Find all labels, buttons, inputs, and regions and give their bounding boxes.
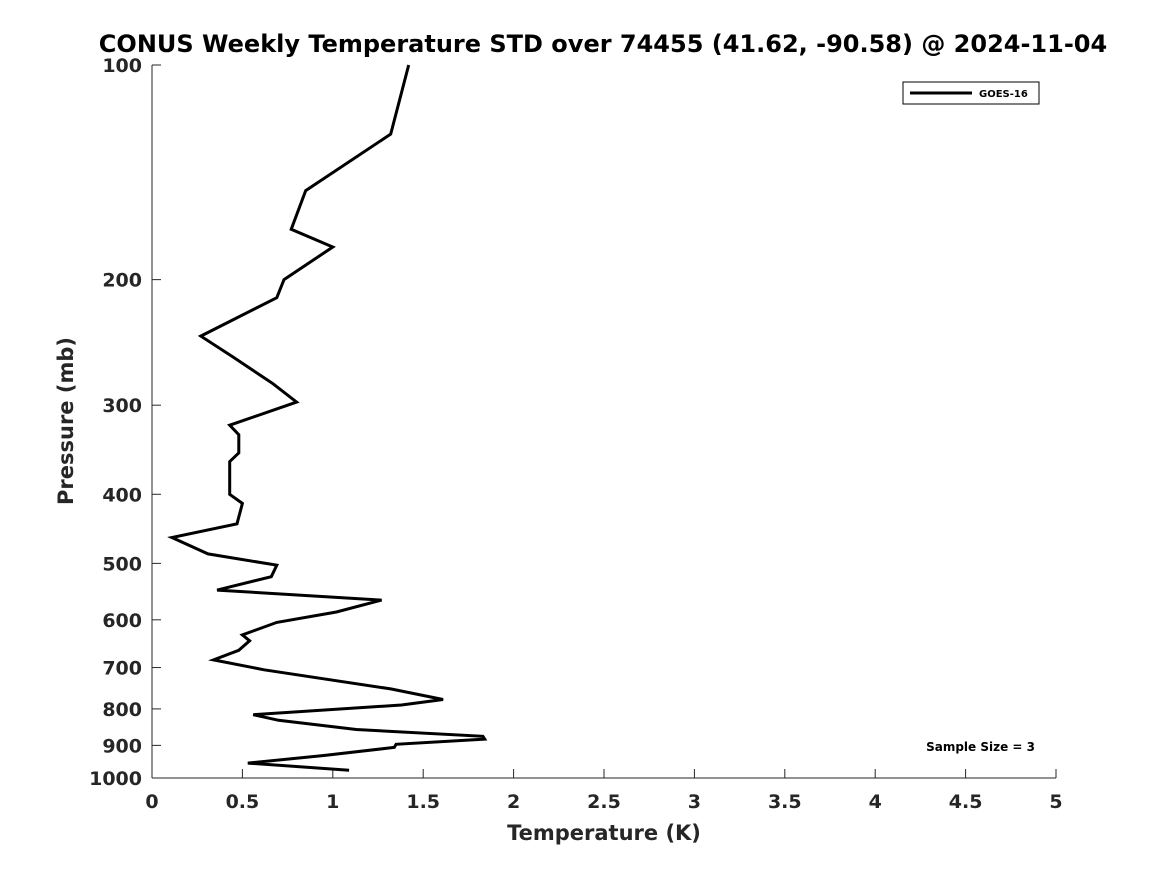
legend-entry-goes16: GOES-16 — [979, 89, 1028, 100]
series-line-0 — [167, 64, 488, 772]
x-tick-label: 3.5 — [768, 791, 802, 813]
y-tick-label: 500 — [102, 553, 142, 575]
y-tick-label: 400 — [102, 484, 142, 506]
x-tick-label: 0 — [145, 791, 158, 813]
x-axis-ticks: 0 0.5 1 1.5 2 2.5 3 3.5 4 4.5 5 — [145, 769, 1063, 813]
y-tick-label: 800 — [102, 699, 142, 721]
y-axis-ticks: 100 200 300 400 500 600 700 800 900 1000 — [89, 55, 161, 790]
x-axis-label: Temperature (K) — [507, 821, 701, 845]
y-tick-label: 900 — [102, 735, 142, 757]
x-tick-label: 4 — [869, 791, 882, 813]
y-tick-label: 100 — [102, 55, 142, 77]
x-tick-label: 3 — [688, 791, 701, 813]
sample-size-annotation: Sample Size = 3 — [926, 740, 1035, 754]
x-tick-label: 0.5 — [226, 791, 260, 813]
y-tick-label: 600 — [102, 610, 142, 632]
y-tick-label: 200 — [102, 270, 142, 292]
x-tick-label: 2 — [507, 791, 520, 813]
y-tick-label: 700 — [102, 658, 142, 680]
chart-title: CONUS Weekly Temperature STD over 74455 … — [99, 30, 1107, 58]
x-tick-label: 1.5 — [406, 791, 440, 813]
x-tick-label: 2.5 — [587, 791, 621, 813]
x-tick-label: 1 — [326, 791, 339, 813]
plot-axes — [151, 65, 1056, 779]
x-tick-label: 4.5 — [949, 791, 983, 813]
series-lines — [167, 64, 488, 772]
y-tick-label: 1000 — [89, 768, 142, 790]
y-tick-label: 300 — [102, 395, 142, 417]
x-tick-label: 5 — [1049, 791, 1062, 813]
y-axis-label: Pressure (mb) — [54, 337, 78, 505]
legend: GOES-16 — [902, 81, 1040, 105]
